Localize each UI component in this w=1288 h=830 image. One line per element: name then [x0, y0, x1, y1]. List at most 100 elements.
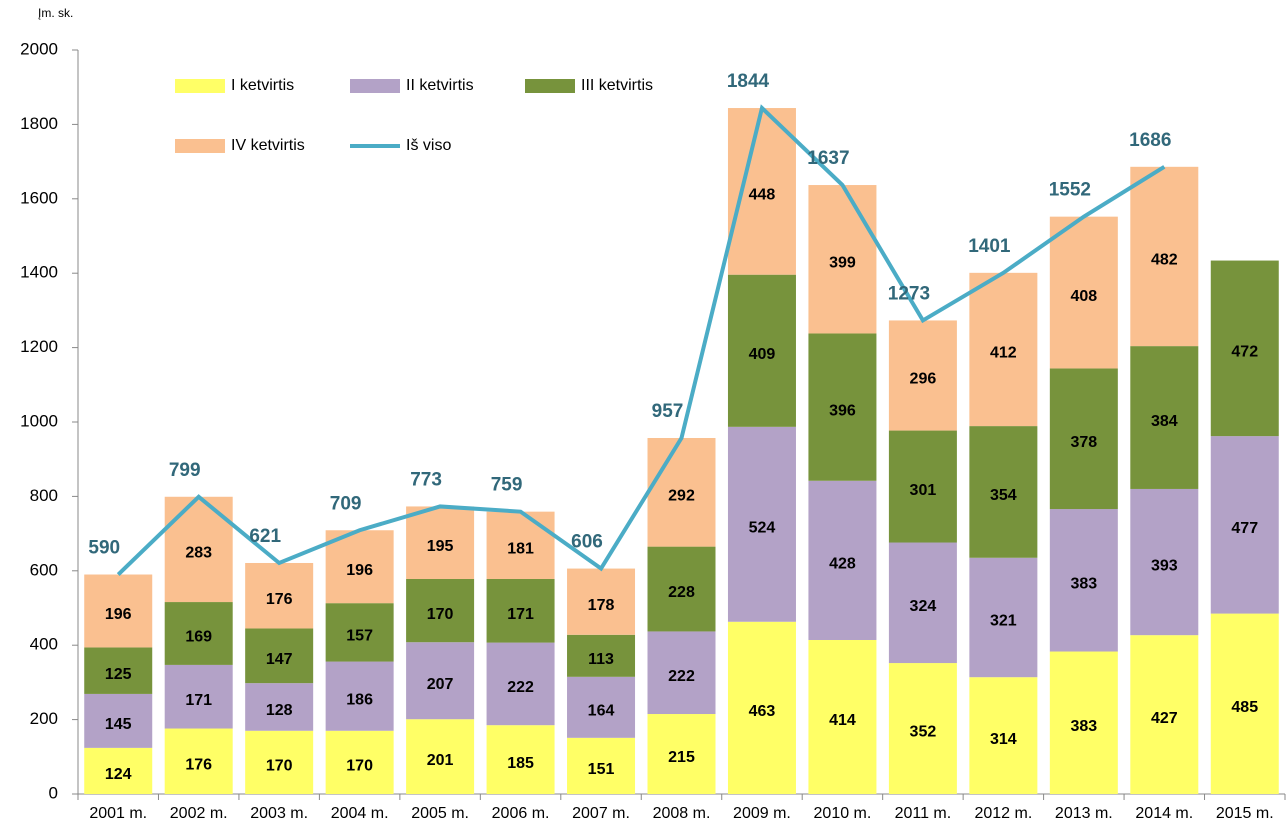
bar-value-label: 393 — [1151, 557, 1178, 574]
bar-value-label: 181 — [507, 541, 534, 558]
x-tick-label: 2013 m. — [1055, 805, 1113, 822]
y-tick-label: 1600 — [20, 188, 58, 207]
line-value-label: 1844 — [727, 71, 770, 92]
bar-segment — [406, 719, 475, 794]
bar-segment — [245, 628, 314, 684]
line-value-label: 759 — [491, 475, 523, 496]
bar-segment — [969, 677, 1038, 794]
y-tick-label: 2000 — [20, 39, 58, 58]
bar-value-label: 171 — [185, 692, 212, 709]
bar-value-label: 170 — [427, 606, 454, 623]
bar-value-label: 171 — [507, 606, 534, 623]
bar-segment — [406, 506, 475, 579]
bar-value-label: 383 — [1070, 576, 1097, 593]
bar-segment — [486, 578, 555, 643]
bar-value-label: 201 — [427, 752, 454, 769]
bar-value-label: 113 — [588, 651, 614, 668]
bar-segment — [1130, 346, 1199, 489]
bar-value-label: 301 — [910, 482, 937, 499]
bar-value-label: 145 — [105, 716, 132, 733]
bar-value-label: 414 — [829, 712, 856, 729]
legend-swatch — [350, 79, 400, 93]
bar-value-label: 409 — [749, 346, 776, 363]
bar-value-label: 324 — [910, 598, 937, 615]
line-value-label: 709 — [330, 493, 362, 514]
bar-value-label: 296 — [910, 371, 937, 388]
unit-label: Įm. sk. — [38, 6, 73, 20]
y-tick-label: 0 — [49, 783, 58, 802]
bar-segment — [969, 272, 1038, 427]
bar-segment — [164, 728, 233, 794]
x-tick-label: 2008 m. — [653, 805, 711, 822]
bar-segment — [1130, 166, 1199, 347]
bar-value-label: 472 — [1231, 344, 1258, 361]
line-value-label: 957 — [652, 401, 684, 422]
line-value-label: 773 — [410, 469, 442, 490]
bar-segment — [486, 511, 555, 579]
bar-segment — [808, 639, 877, 794]
x-tick-label: 2004 m. — [331, 805, 389, 822]
bar-segment — [727, 426, 796, 622]
bar-value-label: 178 — [588, 597, 615, 614]
bar-value-label: 428 — [829, 556, 856, 573]
x-tick-label: 2015 m. — [1216, 805, 1274, 822]
legend-label: Iš viso — [406, 137, 451, 154]
bar-value-label: 124 — [105, 766, 132, 783]
bar-value-label: 354 — [990, 487, 1017, 504]
x-tick-label: 2011 m. — [895, 805, 952, 822]
bar-segment — [1210, 613, 1279, 794]
bar-segment — [1130, 635, 1199, 794]
bar-segment — [245, 562, 314, 629]
bar-value-label: 352 — [910, 724, 937, 741]
y-tick-label: 1000 — [20, 411, 58, 430]
bar-segment — [567, 568, 636, 635]
bar-segment — [727, 108, 796, 275]
bar-segment — [567, 634, 636, 677]
bar-value-label: 384 — [1151, 413, 1178, 430]
bar-value-label: 151 — [588, 761, 615, 778]
bar-segment — [647, 714, 716, 794]
bar-segment — [325, 603, 394, 662]
bar-segment — [406, 578, 475, 643]
bar-segment — [808, 480, 877, 640]
y-tick-label: 400 — [30, 635, 58, 654]
bar-value-label: 195 — [427, 538, 454, 555]
bar-segment — [406, 642, 475, 720]
x-tick-label: 2002 m. — [170, 805, 228, 822]
bar-value-label: 125 — [105, 666, 132, 683]
bar-value-label: 222 — [668, 668, 695, 685]
legend-label: IV ketvirtis — [231, 137, 305, 154]
bar-segment — [647, 631, 716, 715]
bar-value-label: 222 — [507, 679, 534, 696]
y-tick-label: 800 — [30, 486, 58, 505]
bar-segment — [888, 663, 957, 794]
bar-segment — [164, 664, 233, 729]
bar-value-label: 408 — [1070, 288, 1097, 305]
bar-value-label: 147 — [266, 651, 293, 668]
bar-segment — [325, 530, 394, 604]
bar-value-label: 169 — [185, 629, 212, 646]
bar-value-label: 412 — [990, 345, 1017, 362]
bar-segment — [325, 730, 394, 794]
bar-segment — [1049, 509, 1118, 652]
bar-value-label: 383 — [1070, 718, 1097, 735]
y-tick-label: 200 — [30, 709, 58, 728]
x-tick-label: 2005 m. — [411, 805, 469, 822]
bar-segment — [1049, 216, 1118, 369]
bar-segment — [888, 542, 957, 664]
bar-value-label: 524 — [749, 520, 776, 537]
bar-segment — [647, 546, 716, 632]
x-tick-label: 2014 m. — [1135, 805, 1193, 822]
bar-segment — [1210, 260, 1279, 437]
legend-swatch — [525, 79, 575, 93]
x-tick-label: 2012 m. — [974, 805, 1032, 822]
line-value-label: 1401 — [968, 236, 1011, 257]
bar-value-label: 485 — [1231, 699, 1258, 716]
bar-segment — [969, 557, 1038, 678]
bar-segment — [1049, 651, 1118, 794]
y-tick-label: 1400 — [20, 263, 58, 282]
bar-value-label: 314 — [990, 731, 1017, 748]
line-value-label: 606 — [571, 532, 603, 553]
x-tick-label: 2003 m. — [250, 805, 308, 822]
bar-segment — [727, 274, 796, 427]
